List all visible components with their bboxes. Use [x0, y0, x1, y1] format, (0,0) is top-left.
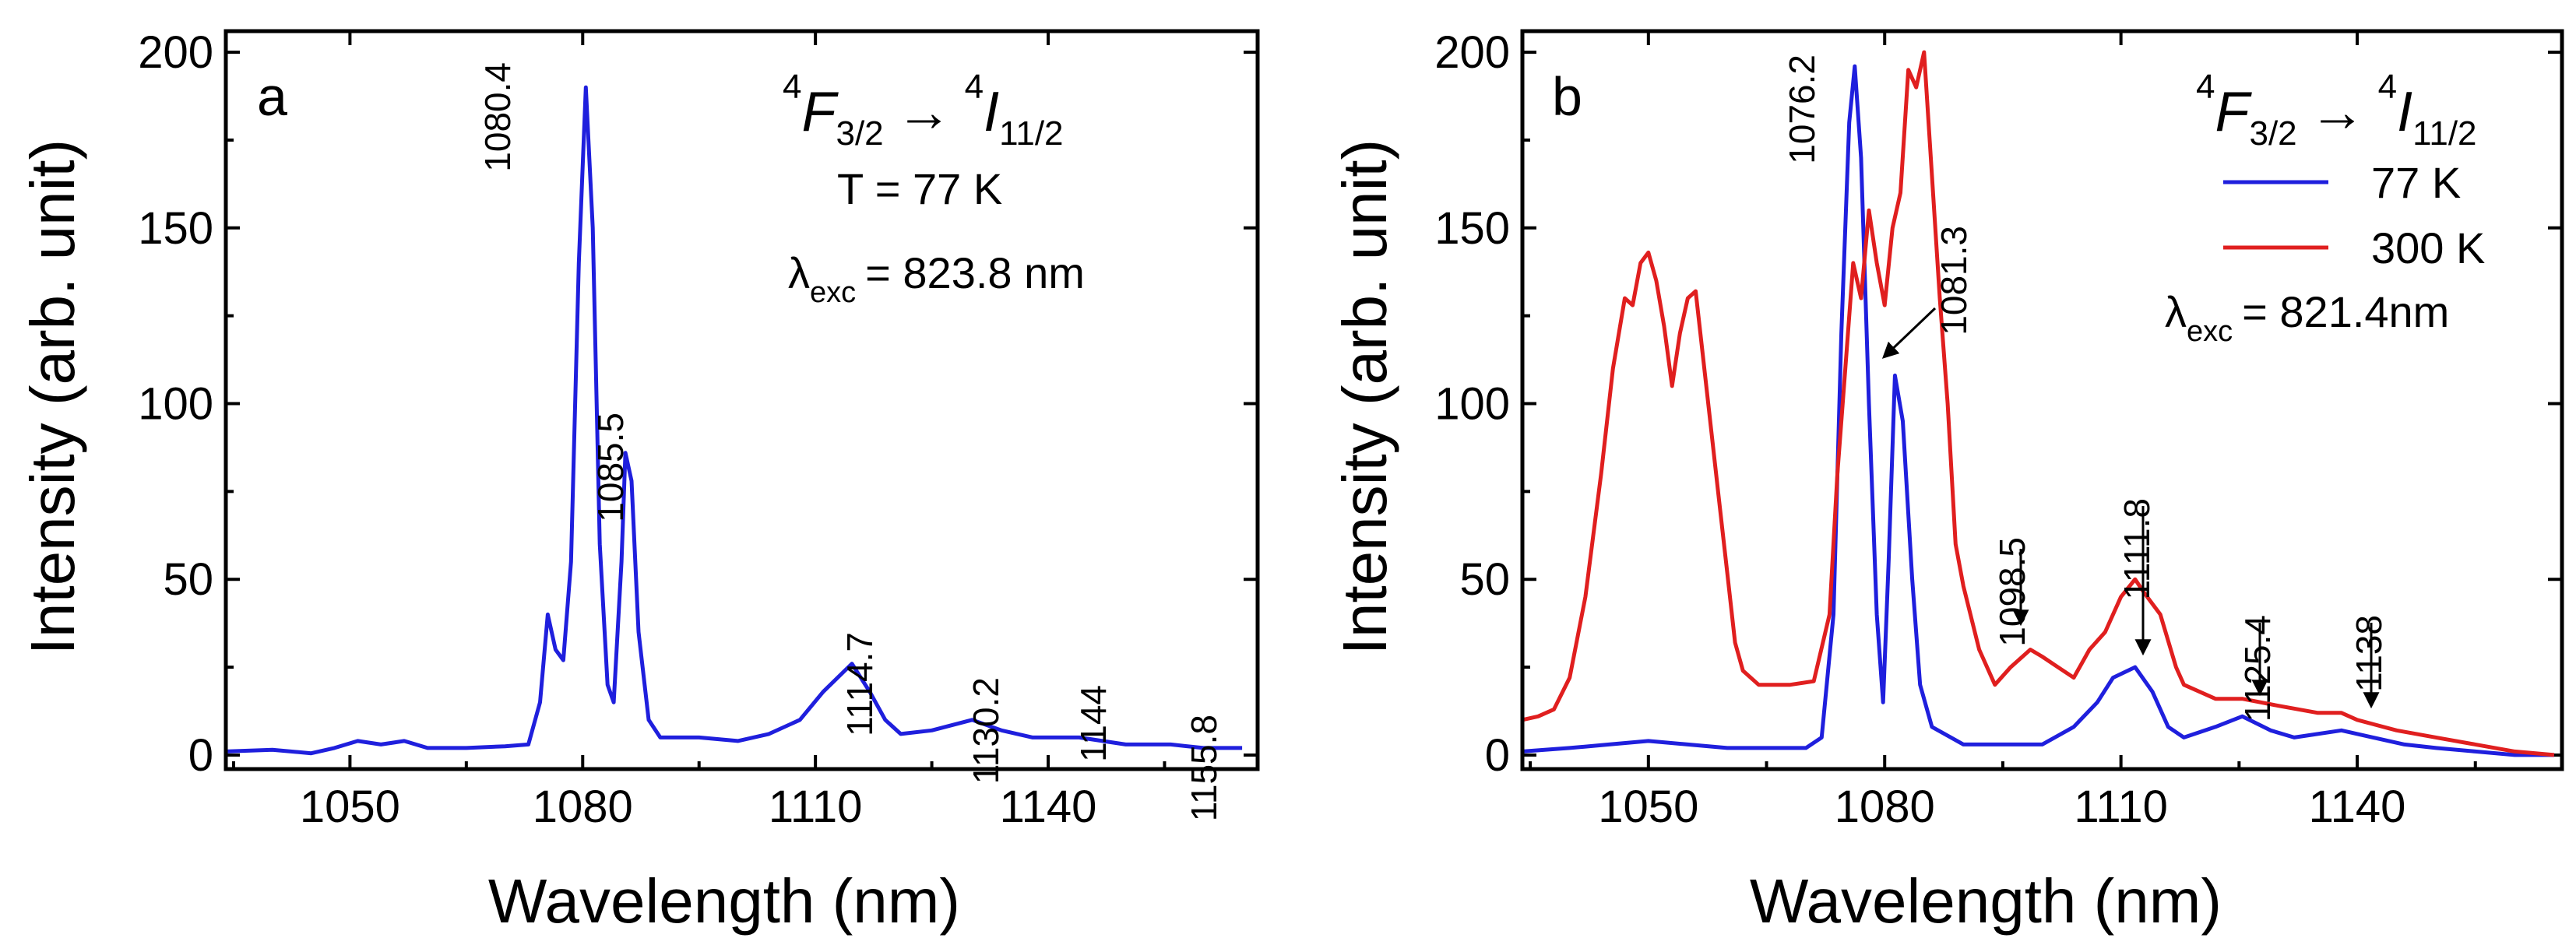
- panel-b-peak-label-1111-8: 1111.8: [2117, 498, 2157, 599]
- panel-b-y-tick-label: 50: [1459, 554, 1510, 605]
- panel-a-peak-label-1085-5: 1085.5: [590, 413, 631, 522]
- panel-a-lambda-value: = 823.8 nm: [865, 248, 1085, 297]
- panel-b-series-77k: [1522, 64, 2554, 757]
- svg-text:4F3/2→4I11/2: 4F3/2 → 4I11/2: [2196, 68, 2477, 153]
- legend-label-300k: 300 K: [2371, 223, 2485, 272]
- panel-b-lower-state: I: [2397, 81, 2412, 143]
- panel-b-upper-state: F: [2215, 81, 2252, 143]
- panel-a-x-tick-label: 1110: [769, 782, 862, 832]
- panel-b-y-tick-label: 150: [1434, 203, 1510, 254]
- panel-b-upper-sup: 4: [2196, 68, 2215, 106]
- panel-a-x-tick-label: 1140: [1000, 782, 1097, 832]
- panel-b-peak-label-1125-4: 1125.4: [2237, 615, 2278, 722]
- panel-a-x-axis-title: Wavelength (nm): [488, 866, 960, 936]
- svg-text:4F3/2→4I11/2: 4F3/2 → 4I11/2: [783, 68, 1064, 153]
- panel-b-x-tick-label: 1110: [2074, 782, 2167, 832]
- panel-b-peak-label-1098-5: 1098.5: [1992, 537, 2032, 647]
- panel-a-peak-label-1130-2: 1130.2: [966, 677, 1006, 784]
- panel-b-excitation-wavelength: λexc = 821.4nm: [2165, 287, 2449, 348]
- panel-a-x-tick-label: 1050: [300, 782, 400, 832]
- panel-a-y-tick-label: 200: [138, 27, 213, 78]
- panel-a: Intensity (arb. unit) Wavelength (nm) a …: [18, 27, 1260, 936]
- panel-a-peak-label-1144: 1144: [1073, 685, 1114, 762]
- panel-a-y-tick-label: 150: [138, 203, 213, 254]
- panel-a-lower-state: I: [984, 81, 999, 143]
- panel-a-excitation-wavelength: λexc = 823.8 nm: [788, 248, 1085, 309]
- panel-b-x-tick-label: 1080: [1835, 782, 1935, 832]
- panel-a-series-77k: [225, 85, 1243, 756]
- panel-b-letter: b: [1552, 66, 1582, 127]
- panel-a-temperature: T = 77 K: [837, 164, 1002, 213]
- panel-b-lambda-sub: exc: [2187, 315, 2233, 348]
- panel-a-upper-sup: 4: [783, 68, 801, 106]
- panel-a-y-axis-title: Intensity (arb. unit): [18, 139, 87, 655]
- panel-b: Intensity (arb. unit) Wavelength (nm) b …: [1330, 27, 2564, 936]
- panel-a-peak-label-1114-7: 1114.7: [839, 632, 880, 736]
- panel-a-upper-state: F: [801, 81, 839, 143]
- panel-a-lower-sub: 11/2: [999, 114, 1063, 153]
- panel-b-upper-sub: 3/2: [2249, 114, 2296, 153]
- panel-a-x-tick-label: 1080: [533, 782, 633, 832]
- panel-b-peak-label-1076-2: 1076.2: [1782, 54, 1822, 164]
- panel-a-letter: a: [257, 66, 287, 127]
- panel-b-y-tick-label: 0: [1485, 730, 1510, 781]
- panel-b-y-tick-label: 100: [1434, 379, 1510, 430]
- panel-a-transition-label: 4F3/2 → 4I11/2: [783, 68, 1064, 153]
- panel-b-y-tick-label: 200: [1434, 27, 1510, 78]
- panel-a-lambda-symbol: λ: [788, 248, 810, 297]
- panel-b-peak-arrow-1081-3: [1881, 307, 1937, 359]
- panel-b-legend: 77 K 300 K: [2223, 158, 2485, 272]
- panel-b-frame: [1520, 29, 2564, 771]
- panel-a-lambda-sub: exc: [810, 276, 856, 309]
- panel-b-y-axis-title: Intensity (arb. unit): [1330, 139, 1399, 655]
- panel-a-y-tick-label: 50: [163, 554, 213, 605]
- panel-b-arrow: →: [2310, 81, 2366, 143]
- legend-label-77k: 77 K: [2371, 158, 2461, 207]
- panel-a-y-tick-label: 100: [138, 379, 213, 430]
- panel-b-peak-label-1138: 1138: [2349, 615, 2389, 692]
- panel-a-plot-area: 1050 1080 1110 1140 0 50 100 150 200 1080.4 1085.5…: [138, 27, 1258, 832]
- panel-b-x-axis-title: Wavelength (nm): [1750, 866, 2222, 936]
- panel-b-lower-sup: 4: [2378, 68, 2397, 106]
- panel-a-arrow: →: [896, 81, 952, 143]
- panel-b-series-300k: [1522, 50, 2555, 757]
- panel-b-lower-sub: 11/2: [2412, 114, 2476, 153]
- panel-a-y-tick-label: 0: [188, 730, 213, 781]
- panel-b-transition-label: 4F3/2 → 4I11/2: [2196, 68, 2477, 153]
- panel-a-lower-sup: 4: [965, 68, 984, 106]
- panel-a-upper-sub: 3/2: [836, 114, 883, 153]
- panel-b-lambda-symbol: λ: [2165, 287, 2187, 336]
- panel-b-lambda-value: = 821.4nm: [2242, 287, 2449, 336]
- panel-b-peak-label-1081-3: 1081.3: [1934, 226, 1974, 335]
- panel-b-x-tick-label: 1140: [2309, 782, 2406, 832]
- panel-a-peak-label-1080-4: 1080.4: [477, 62, 518, 172]
- panel-b-plot-area: 1050 1080 1110 1140 0 50 100 150 200 1076.2 1081.3…: [1434, 27, 2562, 832]
- panel-b-x-tick-label: 1050: [1598, 782, 1698, 832]
- panel-a-frame: [223, 29, 1260, 771]
